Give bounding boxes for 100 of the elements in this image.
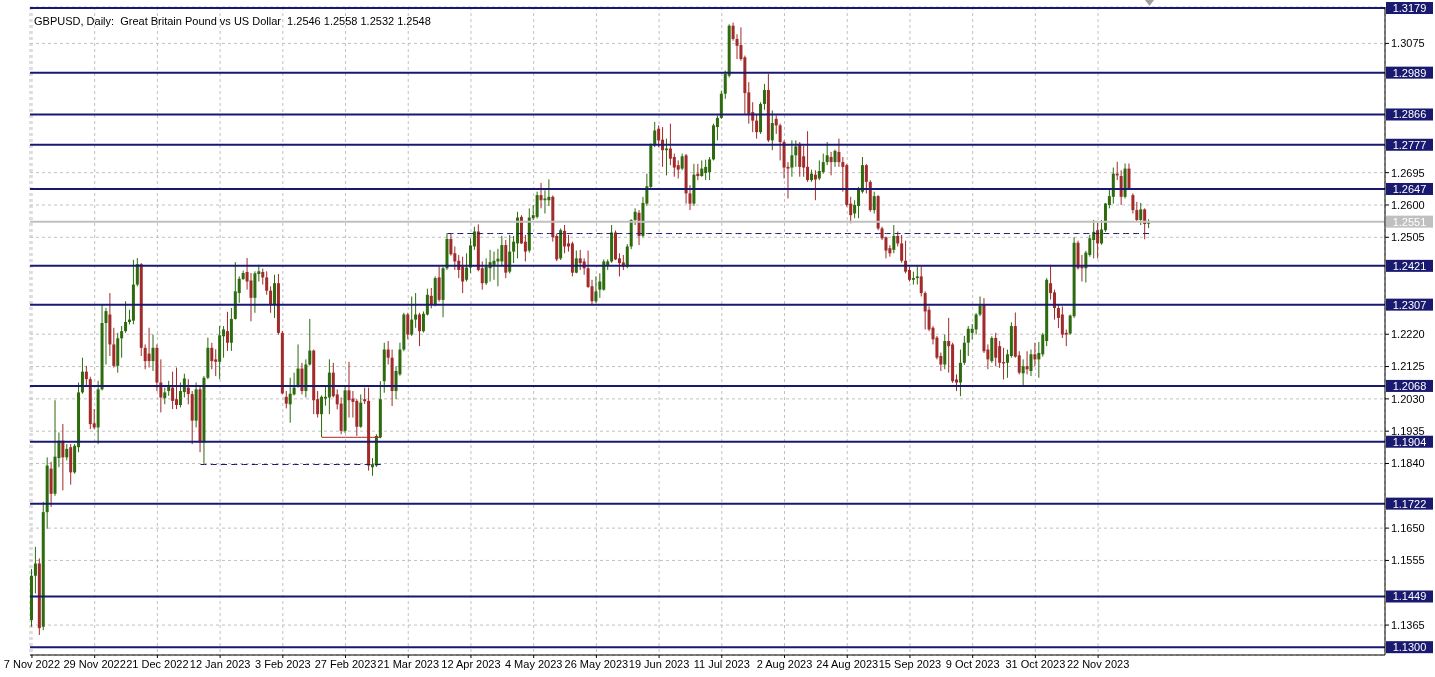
ref-line-label: 1.1904 — [1392, 435, 1427, 448]
y-tick-label: 1.2030 — [1391, 392, 1425, 405]
y-tick-label: 1.3075 — [1391, 37, 1425, 50]
candlestick — [418, 312, 422, 347]
candlestick — [406, 312, 410, 340]
candlestick — [320, 394, 324, 438]
y-tick-label: 1.2695 — [1391, 166, 1425, 179]
candlestick — [1119, 169, 1123, 206]
candlestick — [273, 274, 277, 319]
candlestick — [762, 83, 766, 111]
candlestick — [186, 378, 190, 405]
x-tick-label: 15 Sep 2023 — [878, 657, 942, 670]
y-tick-label: 1.2220 — [1391, 328, 1425, 341]
candlestick — [465, 252, 469, 283]
x-tick-label: 21 Mar 2023 — [377, 657, 440, 670]
x-tick-label: 12 Jan 2023 — [189, 657, 251, 670]
candlestick — [347, 361, 351, 419]
candlestick — [802, 144, 806, 178]
candlestick — [962, 335, 966, 366]
candlestick — [508, 234, 512, 274]
x-tick-label: 11 Jul 2023 — [693, 657, 750, 670]
candlestick — [147, 327, 151, 369]
y-tick-label: 1.1555 — [1391, 554, 1425, 567]
ref-line-label: 1.2421 — [1392, 259, 1427, 272]
candlestick — [817, 159, 821, 181]
candlestick — [704, 159, 708, 181]
x-tick-label: 24 Aug 2023 — [816, 657, 879, 670]
candlestick — [84, 365, 88, 388]
candlestick — [1029, 349, 1033, 377]
candlestick — [919, 266, 923, 297]
ref-line-label: 1.2866 — [1392, 108, 1427, 121]
x-tick-label: 2 Aug 2023 — [756, 657, 813, 670]
candlestick — [966, 325, 970, 357]
candlestick — [296, 343, 300, 389]
candlestick — [33, 546, 37, 594]
y-tick-label: 1.1935 — [1391, 425, 1425, 438]
candlestick — [892, 224, 896, 254]
candlestick — [135, 257, 139, 287]
candlestick — [943, 334, 947, 370]
candlestick — [825, 141, 829, 166]
candlestick — [300, 362, 304, 395]
ref-line-label: 1.2551 — [1392, 215, 1427, 228]
y-tick-label: 1.1840 — [1391, 457, 1425, 470]
candlestick — [437, 266, 441, 303]
ref-line-label: 1.2307 — [1392, 298, 1427, 311]
y-tick-label: 1.2505 — [1391, 231, 1425, 244]
x-tick-label: 12 Apr 2023 — [441, 657, 501, 670]
candlestick — [414, 292, 418, 329]
candlestick — [790, 139, 794, 178]
candlestick — [1033, 342, 1037, 367]
ref-line-label: 1.2647 — [1392, 182, 1427, 195]
x-tick-label: 21 Dec 2022 — [126, 657, 189, 670]
candlestick — [1092, 219, 1096, 259]
candlestick — [915, 266, 919, 286]
candlestick — [672, 153, 676, 178]
candlestick — [171, 371, 175, 410]
candlestick — [175, 367, 179, 410]
candlestick — [222, 325, 226, 359]
candlestick — [668, 123, 672, 166]
candlestick — [657, 124, 661, 148]
x-tick-label: 27 Feb 2023 — [314, 657, 377, 670]
x-tick-label: 26 May 2023 — [564, 657, 629, 670]
candlestick — [265, 270, 269, 296]
candlestick — [1060, 305, 1064, 339]
candlestick — [990, 335, 994, 364]
ref-line-label: 1.1722 — [1392, 497, 1427, 510]
candlestick — [798, 141, 802, 178]
candlestick — [151, 334, 155, 372]
candlestick — [994, 332, 998, 367]
candlestick — [821, 153, 825, 175]
y-tick-label: 1.2125 — [1391, 360, 1425, 373]
ref-line-label: 1.2989 — [1392, 66, 1427, 79]
candlestick — [653, 121, 657, 148]
candlestick — [461, 256, 465, 294]
candlestick — [178, 382, 182, 408]
candlestick — [998, 340, 1002, 369]
x-tick-label: 19 Jun 2023 — [628, 657, 690, 670]
ref-line-label: 1.3179 — [1392, 2, 1427, 15]
candlestick — [120, 325, 124, 359]
candlestick — [225, 311, 229, 352]
x-tick-label: 4 May 2023 — [504, 657, 563, 670]
candlestick — [1096, 222, 1100, 259]
candlestick — [755, 113, 759, 140]
candlestick — [1021, 358, 1025, 387]
candlestick — [1139, 202, 1143, 226]
candlestick — [872, 191, 876, 214]
candlestick — [449, 232, 453, 257]
candlestick — [708, 156, 712, 181]
y-tick-label: 1.1365 — [1391, 618, 1425, 631]
candlestick — [829, 151, 833, 176]
x-tick-label: 31 Oct 2023 — [1005, 657, 1066, 670]
candlestick — [214, 348, 218, 377]
candlestick — [578, 249, 582, 271]
x-tick-label: 3 Feb 2023 — [254, 657, 311, 670]
candlestick — [676, 159, 680, 179]
x-tick-label: 22 Nov 2023 — [1066, 657, 1130, 670]
ref-line-label: 1.1449 — [1392, 590, 1427, 603]
candlestick — [229, 307, 233, 352]
x-tick-label: 29 Nov 2022 — [63, 657, 126, 670]
ref-line-label: 1.1300 — [1392, 641, 1427, 654]
